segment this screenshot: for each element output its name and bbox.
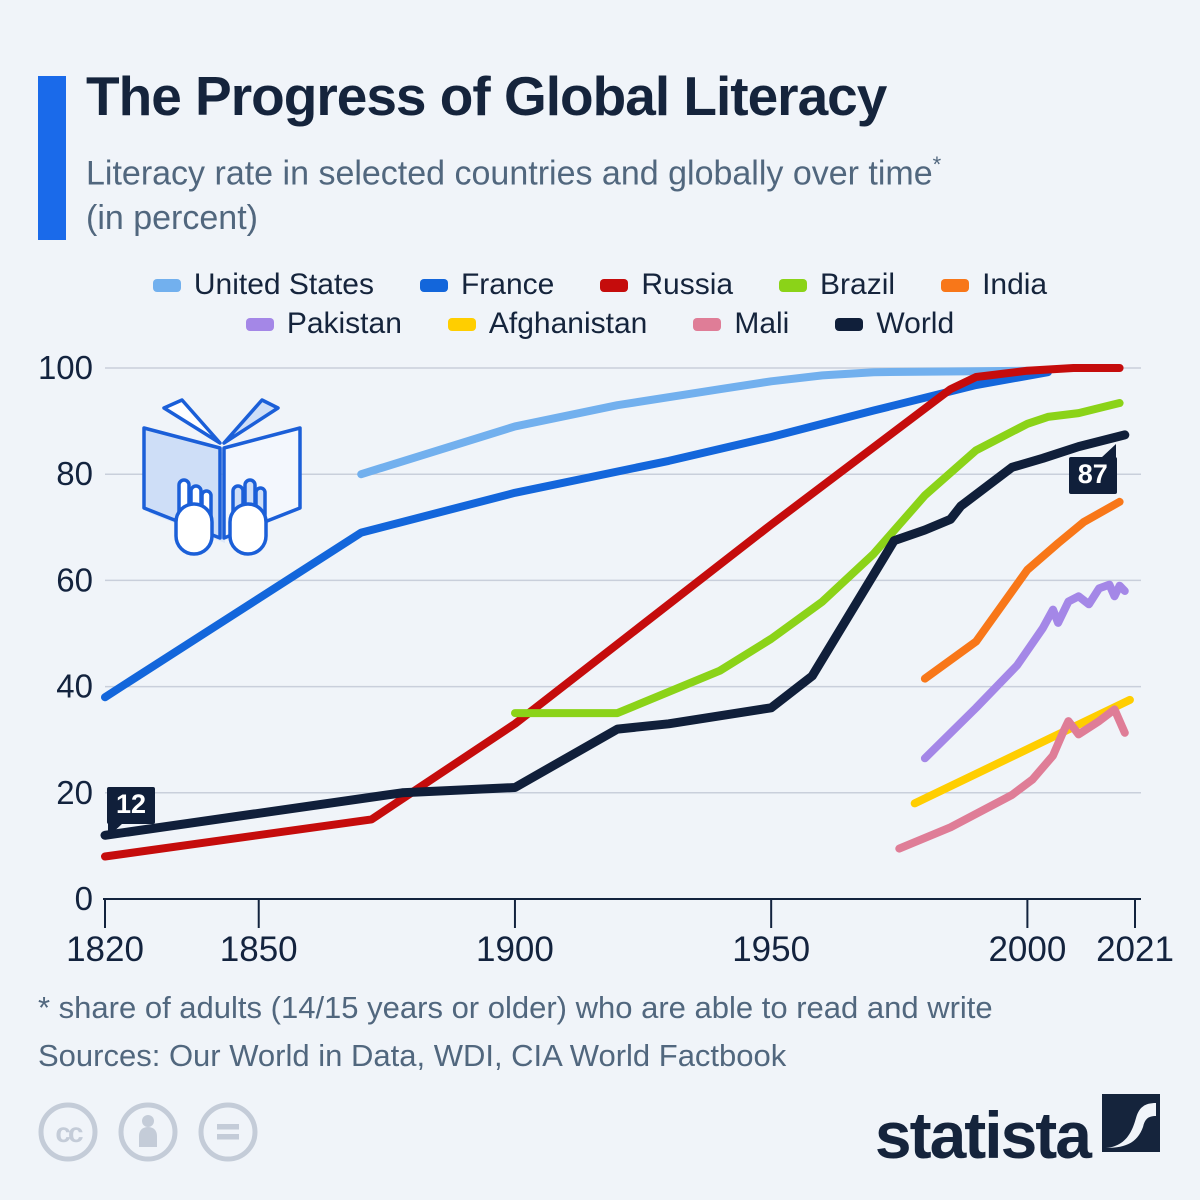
series-line-world bbox=[100, 430, 1130, 840]
legend-swatch-brazil bbox=[779, 278, 808, 292]
x-tick-label-1950: 1950 bbox=[732, 930, 810, 969]
svg-text:cc: cc bbox=[55, 1117, 83, 1148]
series-line-pakistan bbox=[920, 580, 1129, 763]
series-line-mali bbox=[895, 705, 1129, 853]
legend-label-afghanistan: Afghanistan bbox=[488, 307, 648, 340]
legend-label-world: World bbox=[876, 307, 955, 340]
legend-label-russia: Russia bbox=[641, 268, 734, 301]
subtitle-unit: (in percent) bbox=[86, 199, 258, 238]
y-tick-label-20: 20 bbox=[56, 774, 93, 811]
legend-row-2: Pakistan Afghanistan Mali World bbox=[245, 307, 954, 341]
legend-item-india: India bbox=[941, 268, 1047, 302]
legend-swatch-russia bbox=[600, 278, 629, 292]
legend-item-mali: Mali bbox=[693, 307, 789, 341]
x-tick-label-1850: 1850 bbox=[220, 930, 298, 969]
legend-swatch-india bbox=[941, 278, 970, 292]
legend-item-pakistan: Pakistan bbox=[245, 307, 402, 341]
x-tick-label-1820: 1820 bbox=[66, 930, 144, 969]
chart-subtitle: Literacy rate in selected countries and … bbox=[86, 150, 1166, 241]
legend-item-afghanistan: Afghanistan bbox=[447, 307, 648, 341]
statista-wordmark: statista bbox=[874, 1098, 1092, 1172]
legend-item-world: World bbox=[835, 307, 954, 341]
legend-swatch-world bbox=[835, 317, 864, 331]
legend-label-france: France bbox=[460, 268, 555, 301]
legend-label-mali: Mali bbox=[734, 307, 790, 340]
attribution-icon bbox=[118, 1102, 178, 1162]
footnote-marker: * bbox=[932, 152, 942, 177]
legend-swatch-afghanistan bbox=[447, 317, 476, 331]
page-title: The Progress of Global Literacy bbox=[86, 65, 887, 127]
legend-swatch-france bbox=[419, 278, 448, 292]
y-tick-label-0: 0 bbox=[75, 880, 93, 917]
subtitle-text: Literacy rate in selected countries and … bbox=[86, 154, 933, 193]
y-tick-label-100: 100 bbox=[38, 350, 93, 386]
y-tick-label-80: 80 bbox=[56, 455, 93, 492]
chart-legend: United States France Russia Brazil India Paki… bbox=[0, 268, 1200, 341]
series-line-afghanistan bbox=[910, 695, 1134, 808]
y-tick-label-60: 60 bbox=[56, 561, 93, 598]
value-badge-12: 12 bbox=[107, 787, 156, 838]
legend-label-united-states: United States bbox=[193, 268, 374, 301]
no-derivatives-icon bbox=[198, 1102, 258, 1162]
series-line-united-states bbox=[357, 366, 1037, 479]
x-tick-label-1900: 1900 bbox=[476, 930, 554, 969]
series-line-india bbox=[920, 497, 1124, 683]
sources-text: Sources: Our World in Data, WDI, CIA Wor… bbox=[38, 1038, 787, 1073]
legend-swatch-mali bbox=[693, 317, 722, 331]
statista-logo-mark bbox=[1102, 1094, 1160, 1152]
creative-commons-icon: cc bbox=[38, 1102, 98, 1162]
legend-item-united-states: United States bbox=[152, 268, 374, 302]
footnote-text: * share of adults (14/15 years or older)… bbox=[38, 990, 993, 1025]
x-tick-label-2021: 2021 bbox=[1096, 930, 1174, 969]
value-badge-87: 87 bbox=[1068, 443, 1117, 494]
legend-swatch-united-states bbox=[152, 278, 181, 292]
license-icons: cc bbox=[36, 1100, 260, 1164]
legend-item-brazil: Brazil bbox=[779, 268, 895, 302]
legend-row-1: United States France Russia Brazil India bbox=[152, 268, 1047, 302]
legend-label-pakistan: Pakistan bbox=[286, 307, 402, 340]
title-accent-bar bbox=[38, 76, 66, 240]
x-tick-label-2000: 2000 bbox=[988, 930, 1066, 969]
series-line-brazil bbox=[511, 399, 1124, 718]
legend-item-france: France bbox=[419, 268, 555, 302]
legend-item-russia: Russia bbox=[600, 268, 733, 302]
statista-logo: statista bbox=[875, 1094, 1160, 1168]
line-chart: 0 20 40 60 80 100 1820 1850 1900 1950 2000 2021 bbox=[0, 350, 1200, 975]
y-tick-label-40: 40 bbox=[56, 668, 93, 705]
legend-label-brazil: Brazil bbox=[820, 268, 896, 301]
legend-label-india: India bbox=[982, 268, 1048, 301]
open-book-icon bbox=[142, 398, 302, 556]
legend-swatch-pakistan bbox=[245, 317, 274, 331]
